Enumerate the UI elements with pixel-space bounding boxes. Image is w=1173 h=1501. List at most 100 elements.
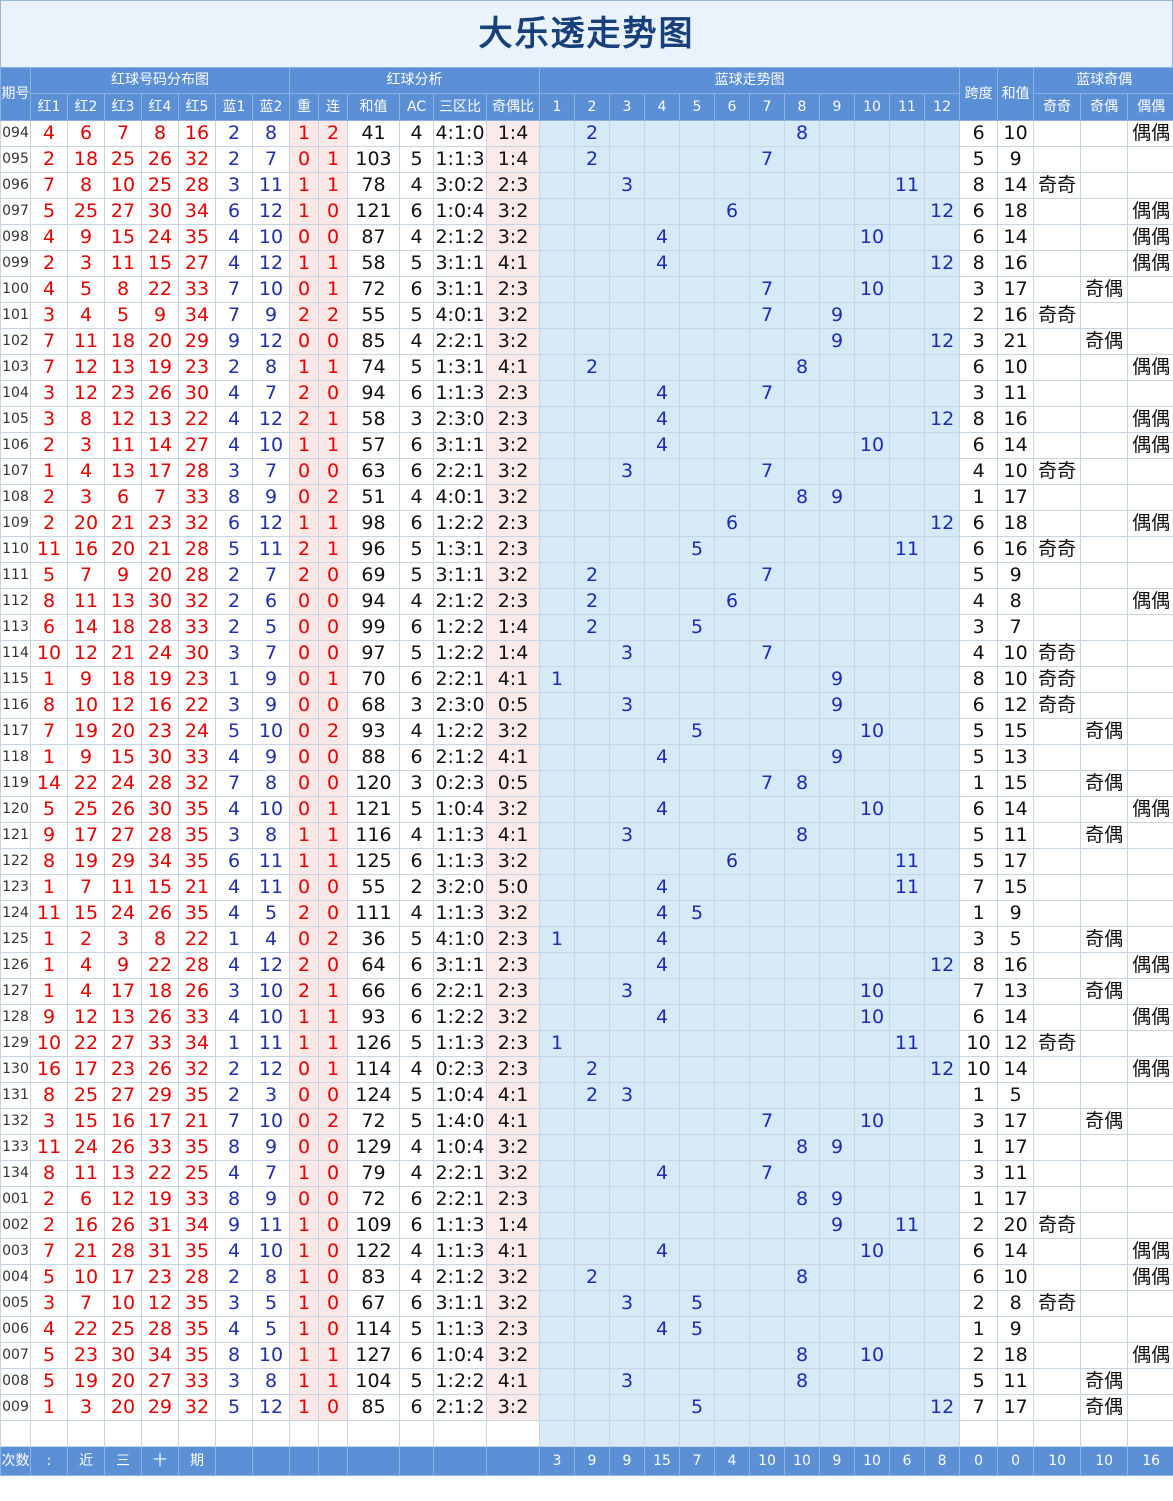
blue-trend-cell — [574, 978, 611, 1005]
red-ball-cell: 34 — [178, 1212, 216, 1239]
blue-num-header: 6 — [714, 93, 751, 121]
blue-trend-cell: 8 — [784, 354, 821, 381]
red-ball-cell: 26 — [141, 1056, 179, 1083]
blue-trend-cell — [784, 406, 821, 433]
red-sum-cell: 78 — [347, 172, 401, 199]
blue-trend-cell — [854, 1394, 891, 1421]
blue-trend-cell — [714, 1316, 751, 1343]
issue-cell: 119 — [0, 770, 31, 797]
red-ball-cell: 30 — [104, 1342, 142, 1369]
blue-trend-cell — [749, 250, 786, 277]
blue-ball-cell: 9 — [251, 302, 291, 329]
blue-trend-cell — [574, 484, 611, 511]
red-col-header: 红5 — [178, 93, 216, 121]
empty-cell — [30, 1420, 68, 1447]
blue-trend-cell — [539, 1290, 576, 1317]
blue-trend-cell — [924, 926, 961, 953]
blue-trend-cell — [714, 1134, 751, 1161]
blue-sum-cell: 17 — [997, 1394, 1035, 1421]
blue-oe-cell: 奇偶 — [1080, 1368, 1129, 1395]
blue-trend-cell — [784, 250, 821, 277]
blue-ball-cell: 2 — [215, 1056, 253, 1083]
red-ball-cell: 28 — [178, 536, 216, 563]
blue-trend-cell — [889, 1134, 926, 1161]
blue-oe-cell: 奇偶 — [1080, 1394, 1129, 1421]
red-ball-cell: 21 — [178, 874, 216, 901]
blue-trend-cell — [539, 588, 576, 615]
consecutive-cell: 0 — [318, 1238, 349, 1265]
red-ball-cell: 8 — [30, 1082, 68, 1109]
ac-cell: 6 — [399, 848, 435, 875]
red-ball-cell: 33 — [178, 744, 216, 771]
blue-oe-cell — [1080, 1030, 1129, 1057]
span-cell: 3 — [959, 926, 999, 953]
blue-trend-cell — [749, 900, 786, 927]
blue-trend-cell — [679, 692, 716, 719]
table-row: 001 2 6 12 19 33 8 9 0 0 72 6 2:2:1 2:3 8 9 1 17 — [0, 1186, 1173, 1213]
blue-trend-cell: 4 — [644, 926, 681, 953]
blue-trend-cell: 10 — [854, 432, 891, 459]
blue-trend-cell — [749, 510, 786, 537]
zone-ratio-cell: 3:1:1 — [433, 432, 488, 459]
blue-trend-cell — [749, 926, 786, 953]
red-ball-cell: 6 — [104, 484, 142, 511]
blue-trend-cell — [644, 1342, 681, 1369]
blue-trend-cell: 11 — [889, 848, 926, 875]
span-cell: 5 — [959, 562, 999, 589]
red-ball-cell: 25 — [67, 796, 105, 823]
red-ball-cell: 20 — [104, 718, 142, 745]
blue-oe-cell — [1033, 328, 1082, 355]
blue-trend-cell — [924, 666, 961, 693]
odd-even-ratio-cell: 2:3 — [486, 926, 541, 953]
blue-trend-cell: 8 — [784, 822, 821, 849]
blue-oe-cell — [1080, 874, 1129, 901]
table-row: 100 4 5 8 22 33 7 10 0 1 72 6 3:1:1 2:3 7 10 3 17 奇偶 — [0, 276, 1173, 303]
odd-even-ratio-cell: 3:2 — [486, 1004, 541, 1031]
ac-cell: 4 — [399, 1238, 435, 1265]
ac-cell: 6 — [399, 978, 435, 1005]
blue-trend-cell — [574, 198, 611, 225]
blue-ball-cell: 6 — [215, 198, 253, 225]
blue-trend-cell — [819, 1030, 856, 1057]
blue-oe-cell — [1033, 1238, 1082, 1265]
blue-ball-cell: 11 — [251, 172, 291, 199]
blue-oe-cell — [1033, 1394, 1082, 1421]
blue-trend-cell — [819, 146, 856, 173]
blue-trend-cell — [854, 1290, 891, 1317]
issue-cell: 008 — [0, 1368, 31, 1395]
blue-trend-cell — [924, 1160, 961, 1187]
blue-sum-cell: 21 — [997, 328, 1035, 355]
red-sum-cell: 94 — [347, 380, 401, 407]
repeat-cell: 2 — [289, 302, 320, 329]
blue-trend-cell — [749, 432, 786, 459]
blue-trend-cell — [889, 1238, 926, 1265]
blue-trend-cell — [889, 1342, 926, 1369]
issue-cell: 007 — [0, 1342, 31, 1369]
blue-trend-cell — [889, 770, 926, 797]
issue-cell: 001 — [0, 1186, 31, 1213]
empty-cell — [486, 1420, 541, 1447]
red-ball-cell: 17 — [67, 1056, 105, 1083]
repeat-cell: 0 — [289, 1134, 320, 1161]
blue-trend-cell: 1 — [539, 666, 576, 693]
blue-trend-cell — [539, 978, 576, 1005]
blue-count-cell: 9 — [574, 1446, 611, 1476]
red-col-header: 红3 — [104, 93, 142, 121]
blue-ball-cell: 4 — [215, 744, 253, 771]
blue-trend-cell: 7 — [749, 562, 786, 589]
blue-sum-cell: 10 — [997, 1264, 1035, 1291]
empty-cell — [433, 1420, 488, 1447]
consecutive-cell: 1 — [318, 250, 349, 277]
blue-oe-cell — [1127, 328, 1173, 355]
blue-ball-cell: 10 — [251, 276, 291, 303]
blue-trend-cell — [854, 146, 891, 173]
blue-trend-cell — [539, 1108, 576, 1135]
blue-trend-cell — [714, 536, 751, 563]
red-ball-cell: 3 — [104, 926, 142, 953]
blue-trend-cell — [854, 1134, 891, 1161]
blue-ball-cell: 12 — [251, 328, 291, 355]
issue-cell: 129 — [0, 1030, 31, 1057]
empty-cell — [644, 1420, 681, 1447]
red-ball-cell: 9 — [30, 1004, 68, 1031]
blue-ball-cell: 7 — [215, 276, 253, 303]
